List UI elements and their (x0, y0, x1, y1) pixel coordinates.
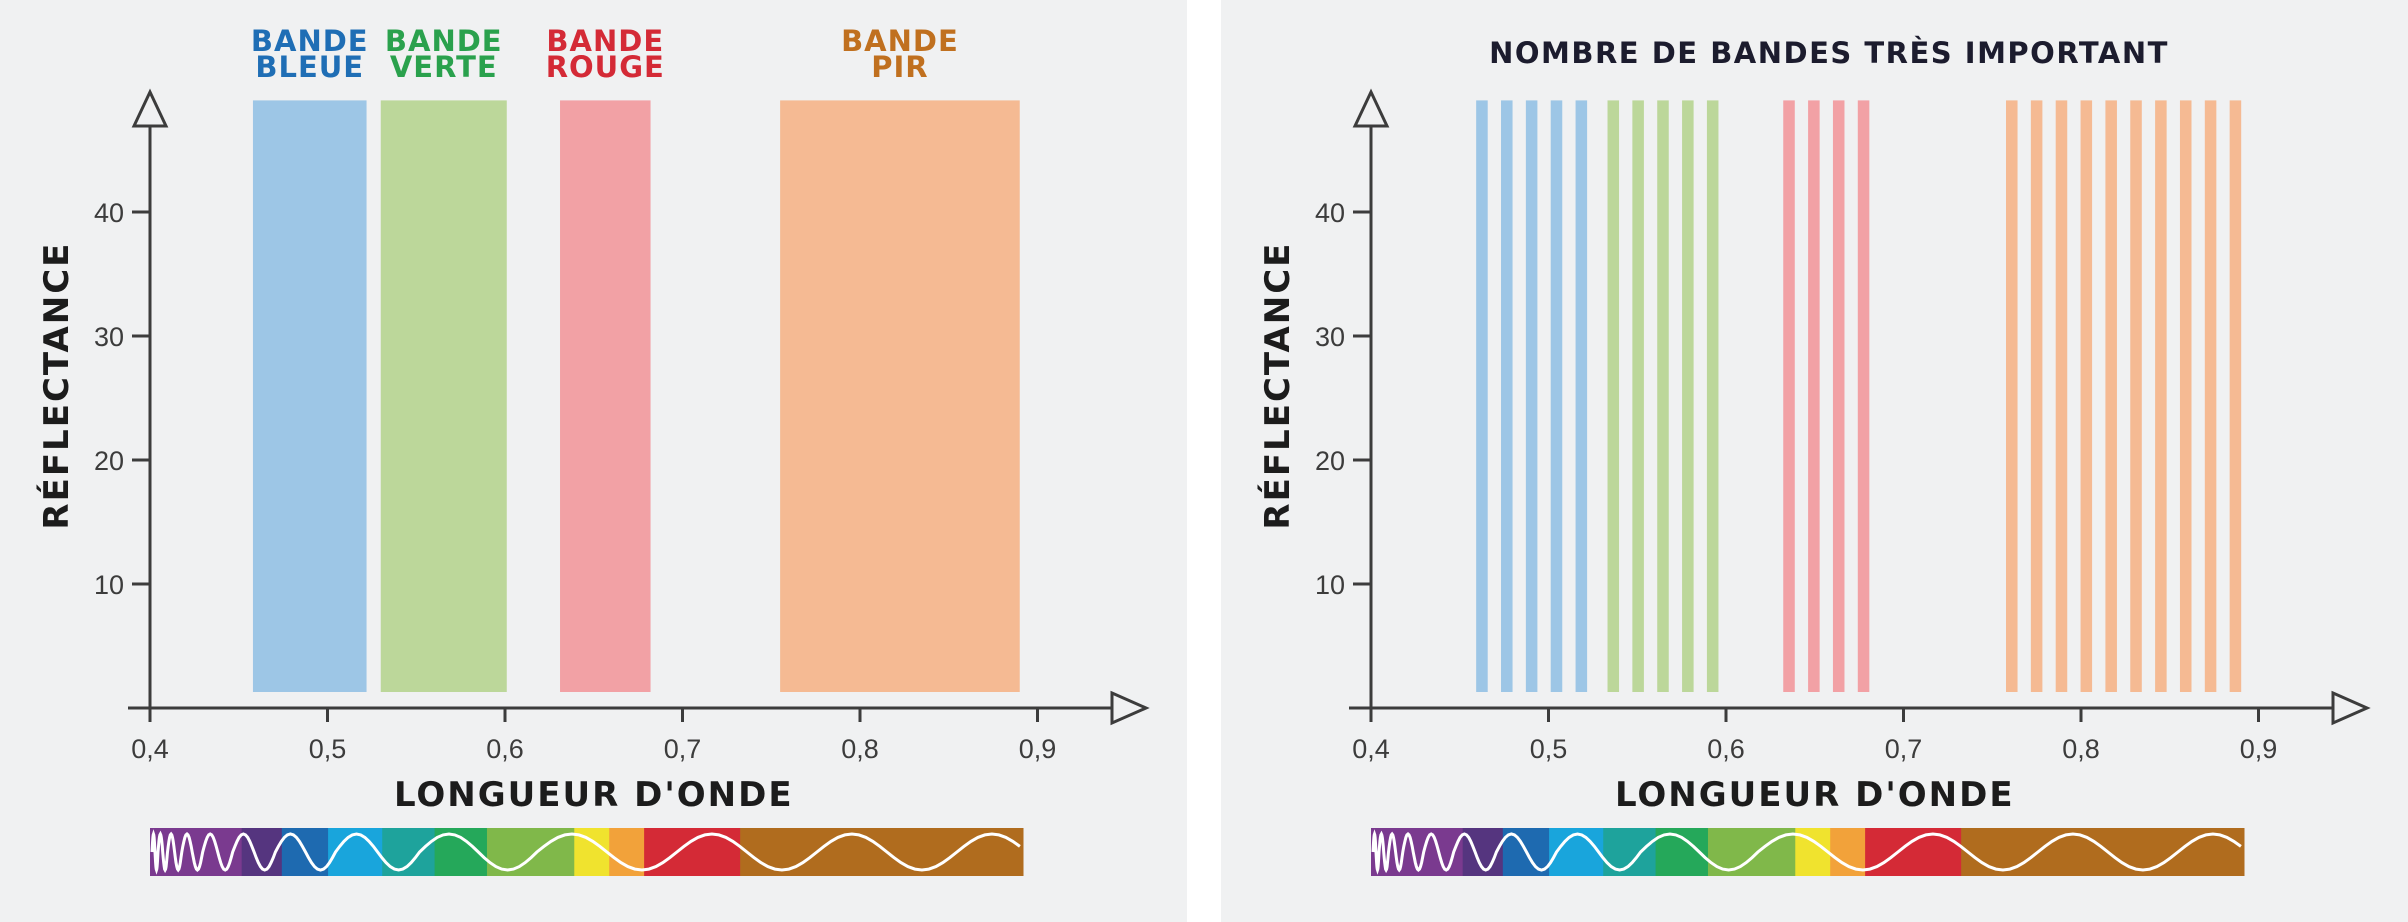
y-tick-label: 10 (94, 570, 124, 600)
y-tick-label: 40 (1315, 198, 1345, 228)
band-bar-verte (380, 100, 507, 692)
x-tick-label: 0,9 (2240, 734, 2278, 764)
narrow-band-bar (2030, 100, 2043, 692)
x-tick-label: 0,6 (1707, 734, 1745, 764)
x-axis-title: LONGUEUR D'ONDE (394, 775, 794, 815)
narrow-band-bar (1501, 100, 1513, 692)
y-axis-arrow (131, 88, 169, 128)
chart-title: NOMBRE DE BANDES TRÈS IMPORTANT (1489, 36, 2169, 70)
narrow-band-bar (1575, 100, 1588, 692)
narrow-band-bar (2006, 100, 2018, 692)
spectrum-segment (1865, 828, 1962, 876)
narrow-band-bar (2130, 100, 2142, 692)
chart-panel-left: BANDE BLEUE BANDE VERTE BANDE ROUGE BANDE PIR 0,… (0, 0, 1187, 922)
y-axis-title: RÉFLECTANCE (1257, 242, 1298, 530)
x-tick-label: 0,8 (2062, 734, 2100, 764)
narrow-band-bar (1476, 100, 1488, 692)
chart-panel-right: NOMBRE DE BANDES TRÈS IMPORTANT 0,4 0,5 0,6… (1221, 0, 2408, 922)
y-tick-label: 30 (1315, 322, 1345, 352)
band-label-line1: BANDE (385, 24, 503, 58)
x-tick-label: 0,5 (1530, 734, 1568, 764)
narrow-band-bar (1550, 100, 1563, 692)
narrow-band-bar (1632, 100, 1644, 692)
narrow-band-bar (1525, 100, 1538, 692)
narrow-band-bar (2179, 100, 2192, 692)
x-tick-label: 0,8 (841, 734, 879, 764)
x-axis-arrow (2331, 690, 2371, 726)
y-axis-arrow (1352, 88, 1390, 128)
x-tick-label: 0,7 (664, 734, 702, 764)
narrow-band-bar (2080, 100, 2093, 692)
narrow-band-bar (2204, 100, 2217, 692)
band-bar-rouge (560, 100, 651, 692)
narrow-band-bar (1682, 100, 1694, 692)
y-axis-title: RÉFLECTANCE (36, 242, 77, 530)
band-label-line1: BANDE (251, 24, 369, 58)
narrow-band-bar (2229, 100, 2242, 692)
band-chart-right: NOMBRE DE BANDES TRÈS IMPORTANT 0,4 0,5 0,6… (1257, 36, 2371, 876)
x-axis-arrow (1110, 690, 1150, 726)
narrow-band-bar (1832, 100, 1845, 692)
narrow-band-bar (1607, 100, 1620, 692)
band-label-line2: PIR (871, 50, 928, 84)
x-tick-label: 0,5 (309, 734, 347, 764)
x-tick-label: 0,4 (1352, 734, 1390, 764)
x-axis-title: LONGUEUR D'ONDE (1615, 775, 2015, 815)
band-bar-bleue (252, 100, 367, 692)
spectrum-segment (609, 828, 645, 876)
band-chart-left: BANDEBLEUEBANDEVERTEBANDEROUGEBANDEPIR0,… (36, 24, 1150, 876)
narrow-band-bar (1657, 100, 1669, 692)
spectrum-bar (1371, 828, 2245, 876)
band-label-line1: BANDE (841, 24, 959, 58)
band-label-line1: BANDE (546, 24, 664, 58)
spectrum-segment (644, 828, 741, 876)
x-tick-label: 0,4 (131, 734, 169, 764)
spectrum-segment (1603, 828, 1657, 876)
band-label-line2: VERTE (390, 50, 498, 84)
narrow-band-bar (2155, 100, 2167, 692)
narrow-band-bar (2055, 100, 2068, 692)
band-bar-pir (780, 100, 1020, 692)
band-label-line2: BLEUE (255, 50, 364, 84)
spectrum-bar (150, 828, 1024, 876)
narrow-band-bar (1783, 100, 1795, 692)
narrow-band-bar (1808, 100, 1820, 692)
narrow-band-bar (1857, 100, 1870, 692)
x-tick-label: 0,6 (486, 734, 524, 764)
spectrum-wave (150, 829, 1021, 875)
spectrum-segment (382, 828, 436, 876)
y-tick-label: 30 (94, 322, 124, 352)
spectrum-wave (1371, 829, 2242, 875)
x-tick-label: 0,7 (1885, 734, 1923, 764)
band-label-line2: ROUGE (546, 50, 665, 84)
x-tick-label: 0,9 (1019, 734, 1057, 764)
spectrum-segment (1830, 828, 1866, 876)
y-tick-label: 20 (1315, 446, 1345, 476)
y-tick-label: 10 (1315, 570, 1345, 600)
y-tick-label: 20 (94, 446, 124, 476)
narrow-band-bar (1706, 100, 1719, 692)
y-tick-label: 40 (94, 198, 124, 228)
narrow-band-bar (2105, 100, 2117, 692)
